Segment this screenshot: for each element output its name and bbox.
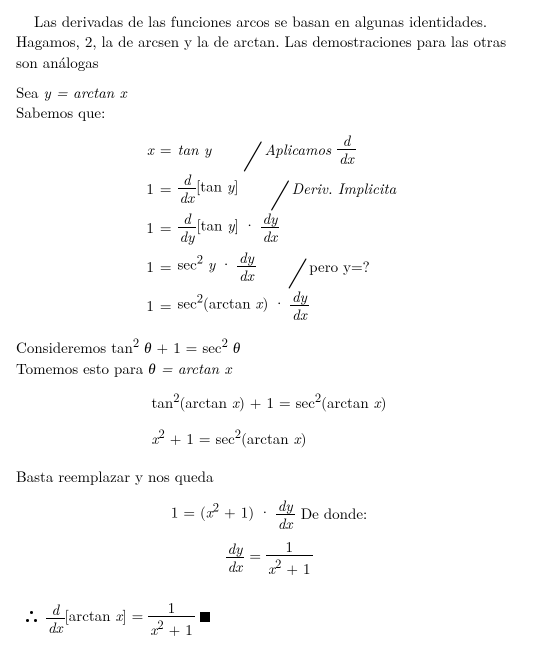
equals: = [160,140,172,160]
tomemos-line: Tomemos esto para θ = arctan x [16,359,522,379]
rhs: sec2(arctan x) · dydx [178,289,309,322]
lhs: 1 [142,179,154,199]
qed-icon [200,612,210,622]
sabemos-line: Sabemos que: [16,103,522,123]
result-1: 1 = (x2 + 1) · dydx [171,498,295,531]
consider-lines: Consideremos tan2 θ + 1 = sec2 θ Tomemos… [16,334,522,379]
consider-line: Consideremos tan2 θ + 1 = sec2 θ [16,334,522,358]
equals: = [160,179,172,199]
rhs: ddx[tan y] [178,172,239,205]
identity-block: tan2(arctan x) + 1 = sec2(arctan x) x2 +… [16,389,522,450]
lhs: 1 [142,257,154,277]
consider-text: Consideremos [16,337,111,358]
result-block: 1 = (x2 + 1) · dydx De donde: dydx = 1x2… [16,498,522,576]
conclusion-eq: ddx[arctan x] = 1x2 + 1 [46,605,200,626]
basta-line: Basta reemplazar y nos queda [16,467,522,487]
derivation-block-1: x = tan y / Aplicamos ddx 1 = ddx[tan y]… [16,133,522,322]
sea-line: Sea y = arctan x [16,83,522,103]
sea-eq: y = arctan x [44,82,127,103]
equals: = [160,218,172,238]
note: Aplicamos [265,140,332,160]
eq-row: 1 = sec2(arctan x) · dydx [142,289,396,322]
rhs: ddy[tan y] · dydx [178,211,280,244]
eq-row: dydx = 1x2 + 1 [171,539,367,576]
lhs: 1 [142,218,154,238]
eq-row: 1 = (x2 + 1) · dydx De donde: [171,498,367,531]
intro-paragraph: Las derivadas de las funciones arcos se … [16,12,522,73]
eq-row: 1 = sec2 y · dydx / pero y=? [142,250,396,283]
rhs: tan y [178,140,212,160]
eq-row: x2 + 1 = sec2(arctan x) [152,425,387,449]
identity-2: x2 + 1 = sec2(arctan x) [152,425,307,449]
sea-text: Sea [16,82,44,103]
lhs: x [142,140,154,160]
result-2: dydx = 1x2 + 1 [225,539,312,576]
tomemos-eq: θ = arctan x [148,358,231,379]
note: Deriv. Implicita [292,179,396,199]
conclusion-line: ddx[arctan x] = 1x2 + 1 [26,600,522,637]
ddx: ddx [337,133,356,166]
setup-lines: Sea y = arctan x Sabemos que: [16,83,522,124]
eq-row: 1 = ddx[tan y] / Deriv. Implicita [142,172,396,205]
rhs: sec2 y · dydx [178,250,256,283]
consider-eq: tan2 θ + 1 = sec2 θ [111,337,240,358]
note: pero y=? [309,257,369,277]
equals: = [160,257,172,277]
eq-row: tan2(arctan x) + 1 = sec2(arctan x) [152,389,387,413]
eq-row: x = tan y / Aplicamos ddx [142,133,396,166]
lhs: 1 [142,296,154,316]
therefore-icon [26,611,37,622]
de-donde: De donde: [301,504,367,524]
tomemos-text: Tomemos esto para [16,358,148,379]
eq-row: 1 = ddy[tan y] · dydx [142,211,396,244]
equals: = [160,296,172,316]
identity-1: tan2(arctan x) + 1 = sec2(arctan x) [152,389,387,413]
